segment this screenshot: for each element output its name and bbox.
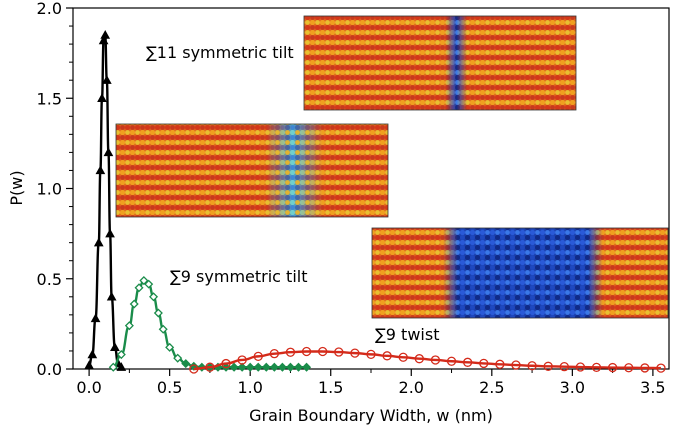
inset-sigma11-tilt [303, 15, 577, 111]
series-2-point-14 [414, 354, 424, 364]
annotation-sigma9-tilt: ∑9 symmetric tilt [170, 267, 307, 286]
series-1-point-9 [158, 324, 168, 334]
series-2-point-0 [189, 364, 199, 374]
series-1-point-22 [261, 362, 271, 372]
series-2-point-8 [318, 346, 328, 357]
series-0-point-11 [106, 291, 117, 301]
series-1-point-3 [129, 299, 139, 309]
series-2-point-24 [575, 362, 586, 372]
series-2-point-2 [221, 358, 231, 369]
series-2-point-20 [511, 360, 521, 370]
series-2-point-11 [366, 349, 376, 360]
series-0-point-8 [101, 75, 112, 84]
series-1-point-27 [302, 362, 312, 372]
series-0-point-2 [90, 313, 101, 323]
series-1-point-5 [139, 276, 149, 286]
series-2 [189, 346, 666, 374]
series-1-point-19 [237, 362, 247, 372]
series-1-point-1 [116, 350, 126, 360]
series-0-point-9 [103, 147, 114, 157]
series-0 [84, 30, 127, 371]
series-1-point-0 [108, 362, 118, 372]
series-2-point-15 [430, 355, 441, 365]
series-1-point-12 [181, 359, 191, 369]
series-1-point-11 [173, 353, 183, 363]
series-2-point-16 [446, 356, 457, 366]
series-1-point-23 [269, 362, 279, 372]
series-2-point-4 [253, 351, 263, 362]
x-tick-label-7: 3.5 [640, 378, 665, 397]
series-0-point-6 [98, 35, 109, 45]
series-1-point-24 [277, 362, 287, 372]
series-2-point-6 [285, 347, 296, 357]
series-2-point-28 [640, 363, 650, 373]
series-2-point-1 [205, 362, 215, 372]
series-0-point-10 [105, 228, 115, 238]
series-2-point-5 [269, 349, 280, 359]
axes: 0.0 0.5 1.0 1.5 2.0 2.5 3.0 3.5 0.0 0.5 1.0 1.5 2.0 [37, 0, 666, 397]
series-0-point-3 [93, 237, 104, 247]
x-tick-label-5: 2.5 [479, 378, 504, 397]
series-2-point-27 [624, 363, 634, 373]
x-tick-label-0: 0.0 [76, 378, 101, 397]
series-2-line [193, 350, 661, 371]
series-2-point-25 [591, 362, 602, 373]
x-tick-label-6: 3.0 [560, 378, 585, 397]
series-0-point-5 [97, 93, 107, 102]
series-1-point-20 [245, 362, 255, 372]
y-axis-title: P(w) [7, 170, 26, 205]
series-0-point-4 [95, 165, 106, 175]
inset-sigma9-twist [371, 227, 669, 319]
inset-sigma9-tilt [115, 123, 389, 218]
series-1-point-25 [285, 362, 295, 372]
series-2-point-12 [382, 351, 392, 361]
series-2-point-3 [237, 355, 247, 365]
series-1 [108, 276, 312, 372]
x-tick-label-2: 1.0 [237, 378, 262, 397]
series-2-point-23 [559, 362, 569, 372]
series-2-point-26 [607, 362, 618, 373]
series-0-point-1 [87, 349, 98, 359]
series-1-point-6 [144, 279, 154, 289]
series-2-point-10 [350, 348, 360, 358]
series-2-point-9 [334, 347, 344, 357]
y-tick-label-0: 0.0 [37, 360, 62, 379]
x-tick-label-4: 2.0 [399, 378, 424, 397]
series-1-point-21 [253, 362, 263, 372]
annotation-sigma9-twist: ∑9 twist [375, 325, 439, 344]
y-tick-label-1: 0.5 [37, 270, 62, 289]
series-1-point-2 [124, 321, 134, 331]
series-1-point-8 [153, 308, 163, 318]
x-axis-title: Grain Boundary Width, w (nm) [249, 406, 493, 425]
x-tick-label-1: 0.5 [157, 378, 182, 397]
y-tick-label-4: 2.0 [37, 0, 62, 18]
series-2-point-19 [495, 359, 505, 369]
series-0-point-7 [100, 30, 111, 39]
series-2-point-7 [301, 346, 312, 357]
x-tick-label-3: 1.5 [318, 378, 343, 397]
series-0-point-0 [84, 360, 94, 370]
series-2-point-18 [479, 358, 489, 369]
series-1-point-7 [149, 292, 159, 302]
series-2-point-17 [462, 357, 473, 367]
y-tick-label-2: 1.0 [37, 180, 62, 199]
series-2-point-21 [527, 361, 537, 371]
series-1-point-26 [293, 362, 304, 372]
series-2-point-29 [656, 363, 666, 373]
series-0-point-14 [116, 362, 127, 371]
annotation-sigma11-tilt: ∑11 symmetric tilt [146, 43, 294, 62]
series-1-point-18 [229, 362, 239, 372]
series-1-point-10 [165, 342, 175, 352]
series-0-point-12 [110, 342, 120, 352]
series-1-point-4 [134, 283, 144, 293]
series-2-point-22 [543, 361, 553, 371]
series-layer [84, 30, 666, 374]
y-tick-label-3: 1.5 [37, 89, 62, 108]
series-2-point-13 [398, 352, 408, 362]
